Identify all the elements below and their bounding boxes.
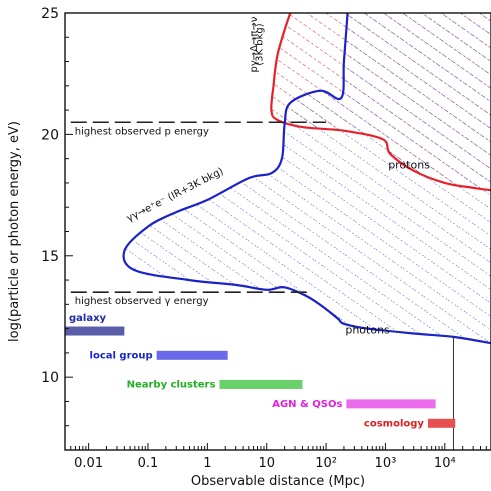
y-tick-label: 20 xyxy=(41,127,59,143)
annotation-3k-bkg: (3K bkg) xyxy=(255,23,266,65)
scale-bar-label: Nearby clusters xyxy=(127,379,216,390)
annotation-photons: photons xyxy=(345,323,390,336)
threshold-label: highest observed p energy xyxy=(75,126,209,137)
x-tick-label: 0.1 xyxy=(138,456,159,471)
y-tick-label: 25 xyxy=(41,6,59,22)
x-tick-label: 10⁴ xyxy=(434,456,456,471)
scale-bar xyxy=(219,379,303,389)
scale-bar-label: cosmology xyxy=(364,418,424,429)
scale-bar-label: AGN & QSOs xyxy=(272,399,342,410)
x-tick-label: 10³ xyxy=(375,456,397,471)
scale-bar-label: galaxy xyxy=(69,313,107,324)
scale-bar xyxy=(346,399,436,409)
x-tick-label: 10 xyxy=(258,456,275,471)
scale-bar xyxy=(65,326,125,336)
threshold-label: highest observed γ energy xyxy=(75,296,209,307)
x-tick-label: 1 xyxy=(203,456,211,471)
x-tick-label: 0.01 xyxy=(74,456,103,471)
y-axis-label: log(particle or photon energy, eV) xyxy=(7,121,22,342)
photons-curve xyxy=(122,13,491,345)
protons-curve xyxy=(270,13,491,192)
scale-bar xyxy=(156,350,228,360)
y-tick-label: 10 xyxy=(41,370,59,386)
x-axis-label: Observable distance (Mpc) xyxy=(191,474,365,489)
x-tick-label: 10² xyxy=(315,456,337,471)
annotation-protons: protons xyxy=(388,158,430,171)
scale-bar xyxy=(427,418,456,428)
y-tick-label: 15 xyxy=(41,249,59,265)
scale-bar-label: local group xyxy=(90,350,153,361)
annotation-pgamma-reaction: pγ→Δ→π→ν xyxy=(249,16,260,72)
photon-hatched-region xyxy=(124,13,491,344)
